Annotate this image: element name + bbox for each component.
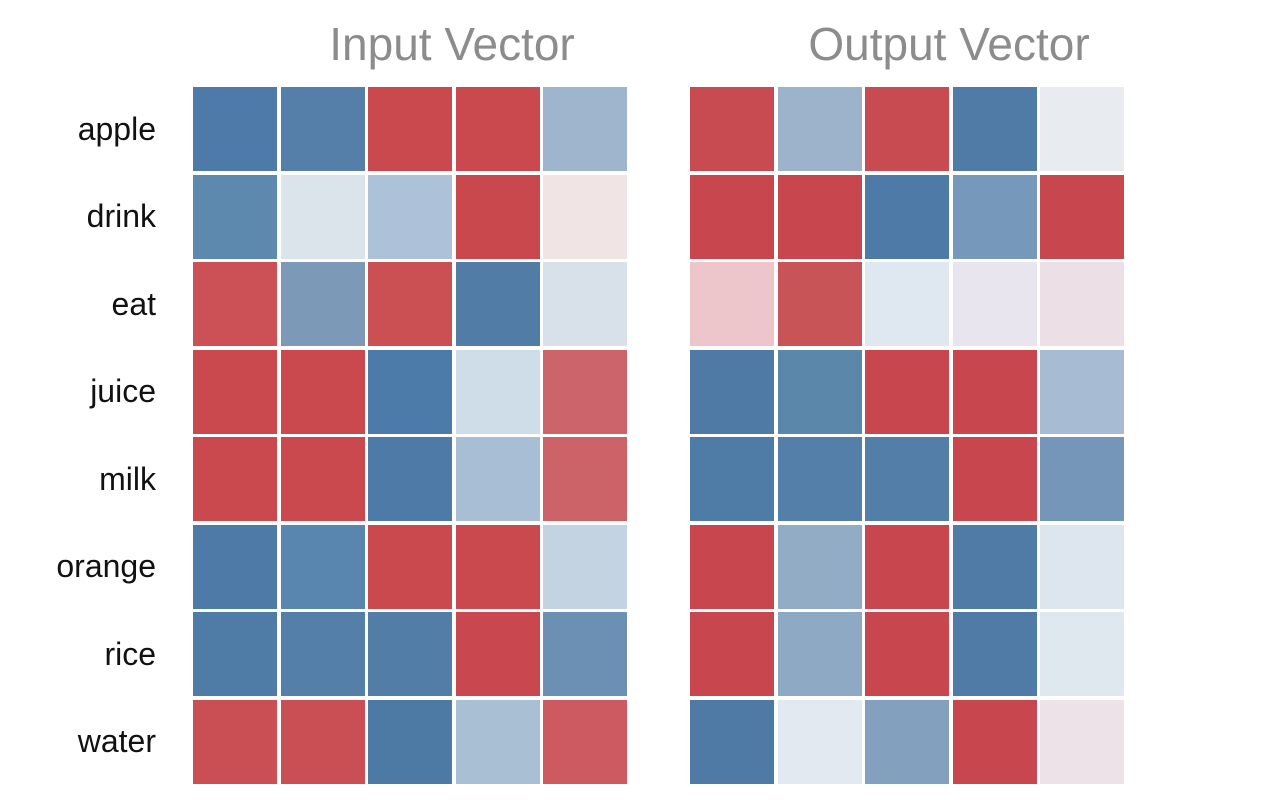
heatmap-cell [368,349,452,434]
output-vector-title: Output Vector [808,17,1090,70]
heatmap-cell [1040,524,1124,609]
heatmap-cell [952,349,1037,434]
heatmap-cell [455,612,540,696]
row-label: apple [77,110,156,147]
heatmap-cell [777,262,862,346]
heatmap-cell [865,262,949,346]
heatmap-cell [777,612,862,696]
heatmap-cell [1040,87,1124,171]
heatmap-cell [690,87,774,171]
heatmap-cell [952,437,1037,521]
heatmap-cell [952,262,1037,346]
row-labels: apple drink eat juice milk orange rice water [0,0,193,784]
heatmap-cell [690,262,774,346]
heatmap-cell [543,437,627,521]
heatmap-cell [690,524,774,609]
heatmap-cell [777,524,862,609]
row-label: milk [99,460,156,497]
row-label: eat [111,285,156,322]
heatmap-cell [952,612,1037,696]
heatmap-cell [777,349,862,434]
heatmap-cell [455,174,540,259]
heatmap-cell [865,349,949,434]
heatmap-cell [193,437,277,521]
heatmap-cell [368,699,452,784]
heatmap-cell [543,87,627,171]
row-label: rice [104,635,156,672]
heatmap-cell [368,87,452,171]
heatmap-cell [543,174,627,259]
heatmap-cell [368,262,452,346]
heatmap-cell [455,349,540,434]
heatmap-cell [280,262,365,346]
heatmap-cell [952,699,1037,784]
heatmap-cell [690,349,774,434]
heatmap-cell [865,174,949,259]
input-vector-heatmap [193,87,627,784]
heatmap-cell [280,349,365,434]
heatmap-cell [1040,174,1124,259]
heatmap-cell [280,699,365,784]
heatmap-cell [455,87,540,171]
heatmap-cell [368,524,452,609]
heatmap-cell [193,612,277,696]
heatmap-cell [1040,262,1124,346]
heatmap-cell [455,699,540,784]
heatmap-cell [1040,349,1124,434]
heatmap-cell [368,612,452,696]
heatmap-cell [865,87,949,171]
heatmap-cell [368,437,452,521]
heatmap-cell [865,699,949,784]
heatmap-cell [455,437,540,521]
heatmap-cell [1040,437,1124,521]
heatmap-cell [690,174,774,259]
heatmap-cell [280,174,365,259]
row-label: juice [90,373,156,409]
row-label: drink [86,198,156,234]
heatmap-cell [193,87,277,171]
heatmap-cell [280,612,365,696]
heatmap-cell [193,174,277,259]
heatmap-cell [690,612,774,696]
heatmap-cell [952,87,1037,171]
heatmap-cell [777,437,862,521]
heatmap-cell [455,524,540,609]
heatmap-cell [543,524,627,609]
heatmap-cell [690,437,774,521]
heatmap-cell [865,524,949,609]
heatmap-cell [1040,612,1124,696]
heatmap-cell [280,437,365,521]
row-label: orange [56,548,156,584]
heatmap-cell [368,174,452,259]
heatmap-cell [865,437,949,521]
heatmap-cell [280,87,365,171]
heatmap-cell [952,524,1037,609]
output-vector-panel: Output Vector [690,0,1124,784]
heatmap-cell [280,524,365,609]
heatmap-cell [690,699,774,784]
heatmap-cell [952,174,1037,259]
heatmap-cell [865,612,949,696]
heatmap-cell [777,174,862,259]
heatmap-cell [1040,699,1124,784]
heatmap-cell [777,87,862,171]
heatmap-cell [193,349,277,434]
heatmap-cell [543,699,627,784]
heatmap-cell [455,262,540,346]
input-vector-panel: Input Vector [193,0,627,784]
heatmap-cell [543,612,627,696]
heatmap-cell [193,699,277,784]
input-vector-title: Input Vector [329,17,575,70]
output-vector-heatmap [690,87,1124,784]
heatmap-cell [777,699,862,784]
heatmap-cell [543,262,627,346]
heatmap-cell [543,349,627,434]
heatmap-cell [193,524,277,609]
row-label: water [77,723,156,759]
heatmap-cell [193,262,277,346]
